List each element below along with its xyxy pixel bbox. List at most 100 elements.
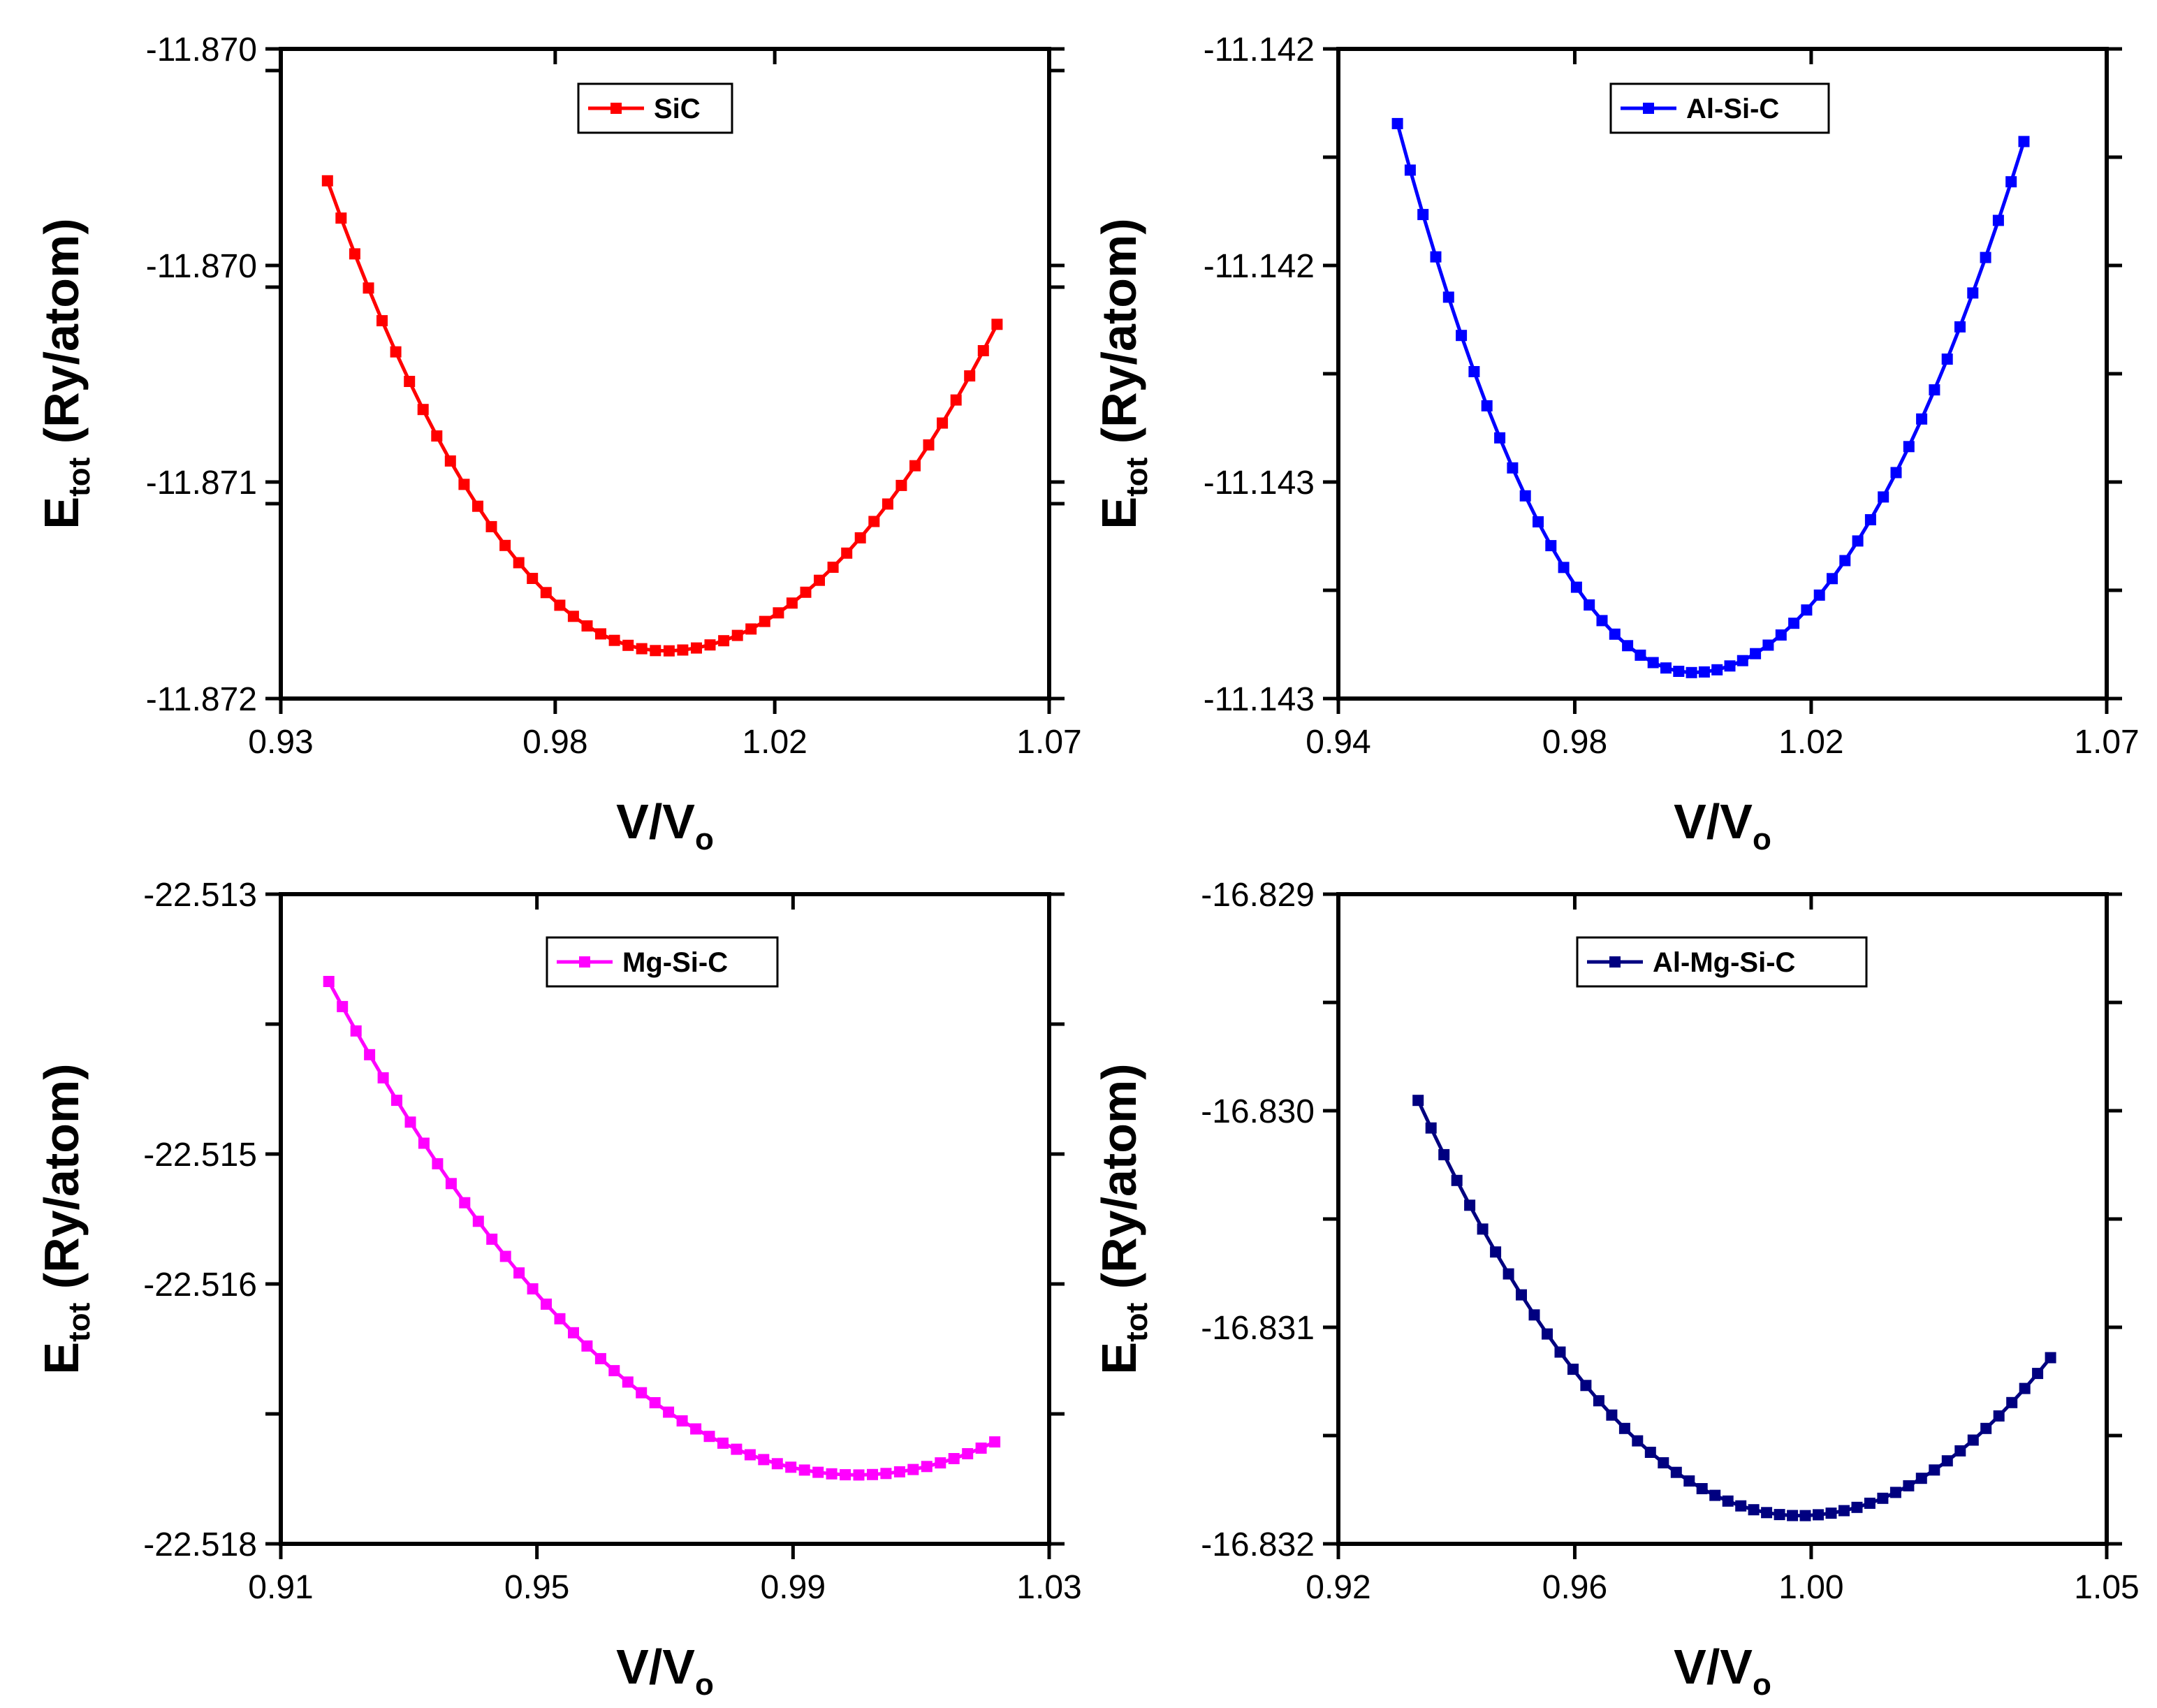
- data-point: [1825, 1508, 1837, 1519]
- y-tick-label: -22.513: [143, 877, 257, 914]
- y-tick-label: -11.872: [146, 681, 257, 718]
- data-point: [676, 1415, 688, 1426]
- data-point: [704, 639, 716, 651]
- data-point: [1724, 660, 1736, 672]
- data-point: [893, 1466, 905, 1477]
- data-point: [567, 611, 579, 622]
- data-point: [1567, 1364, 1579, 1375]
- data-point: [499, 539, 511, 551]
- data-point: [771, 1458, 783, 1470]
- data-point: [350, 1025, 362, 1037]
- data-point: [1903, 441, 1915, 453]
- data-point: [895, 479, 907, 491]
- data-point: [1735, 1500, 1747, 1512]
- series-line: [327, 980, 996, 1477]
- data-point: [1761, 1507, 1773, 1519]
- y-tick-label: -11.142: [1204, 31, 1315, 68]
- data-point: [1644, 1447, 1656, 1458]
- data-point: [2005, 176, 2017, 188]
- data-point: [1584, 599, 1595, 611]
- data-point: [485, 520, 497, 532]
- data-point: [472, 500, 483, 512]
- data-point: [364, 1049, 376, 1060]
- data-point: [458, 479, 470, 490]
- data-point: [1490, 1246, 1502, 1258]
- data-point: [1915, 1473, 1927, 1484]
- data-point: [1941, 1455, 1953, 1467]
- data-point: [663, 1406, 675, 1418]
- legend-marker: [1609, 956, 1621, 968]
- y-tick-label: -22.515: [143, 1137, 257, 1174]
- data-point: [964, 370, 976, 382]
- data-point: [1929, 1464, 1940, 1476]
- data-point: [1481, 400, 1493, 411]
- data-point: [1993, 1410, 2005, 1422]
- data-point: [1903, 1480, 1915, 1491]
- x-tick-label: 1.07: [1016, 724, 1081, 761]
- data-point: [909, 460, 921, 472]
- y-axis-title: Etot (Ry/atom): [34, 1063, 96, 1374]
- data-point: [1507, 462, 1519, 474]
- data-point: [527, 573, 539, 584]
- data-point: [1464, 1199, 1476, 1211]
- data-point: [814, 574, 825, 586]
- data-point: [432, 1158, 444, 1169]
- y-tick-label: -11.870: [146, 31, 257, 68]
- data-point: [1456, 330, 1468, 342]
- legend: Mg-Si-C: [546, 936, 779, 988]
- data-point: [935, 1457, 946, 1469]
- data-point: [1750, 648, 1762, 659]
- x-tick-label: 0.94: [1306, 724, 1370, 761]
- data-point: [1606, 1409, 1618, 1421]
- data-point: [937, 417, 949, 429]
- data-point: [975, 1443, 987, 1454]
- chart-panel-3: 0.91 0.95 0.99 1.03 -22.513 -22.515 -22.516 -22…: [34, 877, 1082, 1702]
- data-point: [541, 1298, 552, 1310]
- data-point: [1992, 214, 2004, 226]
- y-axis-title: Etot (Ry/atom): [34, 218, 96, 529]
- data-point: [608, 1365, 620, 1377]
- data-point: [1775, 629, 1787, 641]
- plot-frame: [1336, 47, 2109, 701]
- data-point: [1852, 535, 1864, 547]
- y-axis-title: Etot (Ry/atom): [1092, 1063, 1154, 1374]
- plot-frame: [279, 47, 1051, 701]
- data-point: [1748, 1504, 1760, 1516]
- x-tick-label: 0.92: [1306, 1569, 1370, 1606]
- chart-panel-2: 0.94 0.98 1.02 1.07 -11.142 -11.142 -11.143 -11…: [1092, 31, 2140, 856]
- data-point: [868, 516, 880, 527]
- legend-marker: [1643, 103, 1654, 114]
- y-tick-label: -11.870: [146, 248, 257, 285]
- data-point: [1877, 1492, 1889, 1504]
- data-point: [812, 1466, 824, 1478]
- data-point: [622, 1376, 634, 1388]
- data-point: [1593, 1395, 1604, 1407]
- data-point: [948, 1453, 960, 1464]
- data-point: [321, 175, 333, 187]
- data-point: [991, 319, 1003, 330]
- data-point: [1698, 666, 1710, 678]
- data-point: [1430, 251, 1442, 263]
- chart-panel-4: 0.92 0.96 1.00 1.05 -16.829 -16.830 -16.831 -16…: [1092, 877, 2140, 1702]
- y-tick-label: -11.143: [1204, 465, 1315, 502]
- data-point: [1554, 1346, 1566, 1358]
- series-line: [326, 180, 999, 653]
- data-point: [1686, 666, 1697, 678]
- data-point: [1967, 1434, 1979, 1446]
- data-point: [1774, 1509, 1785, 1521]
- data-point: [568, 1327, 579, 1338]
- data-point: [1658, 1457, 1669, 1468]
- chart-panel-1: 0.93 0.98 1.02 1.07 -11.870 -11.870 -11.871 -11…: [34, 31, 1082, 856]
- plot-frame: [279, 892, 1051, 1546]
- data-point: [1788, 618, 1800, 629]
- legend-label: Al-Mg-Si-C: [1653, 947, 1795, 978]
- data-point: [581, 620, 593, 632]
- x-tick-label: 0.95: [504, 1569, 569, 1606]
- data-point: [880, 1468, 892, 1480]
- legend: SiC: [577, 82, 733, 134]
- data-point: [758, 1454, 770, 1466]
- data-point: [1609, 628, 1621, 640]
- y-tick-label: -11.142: [1204, 248, 1315, 285]
- data-point: [1954, 321, 1966, 333]
